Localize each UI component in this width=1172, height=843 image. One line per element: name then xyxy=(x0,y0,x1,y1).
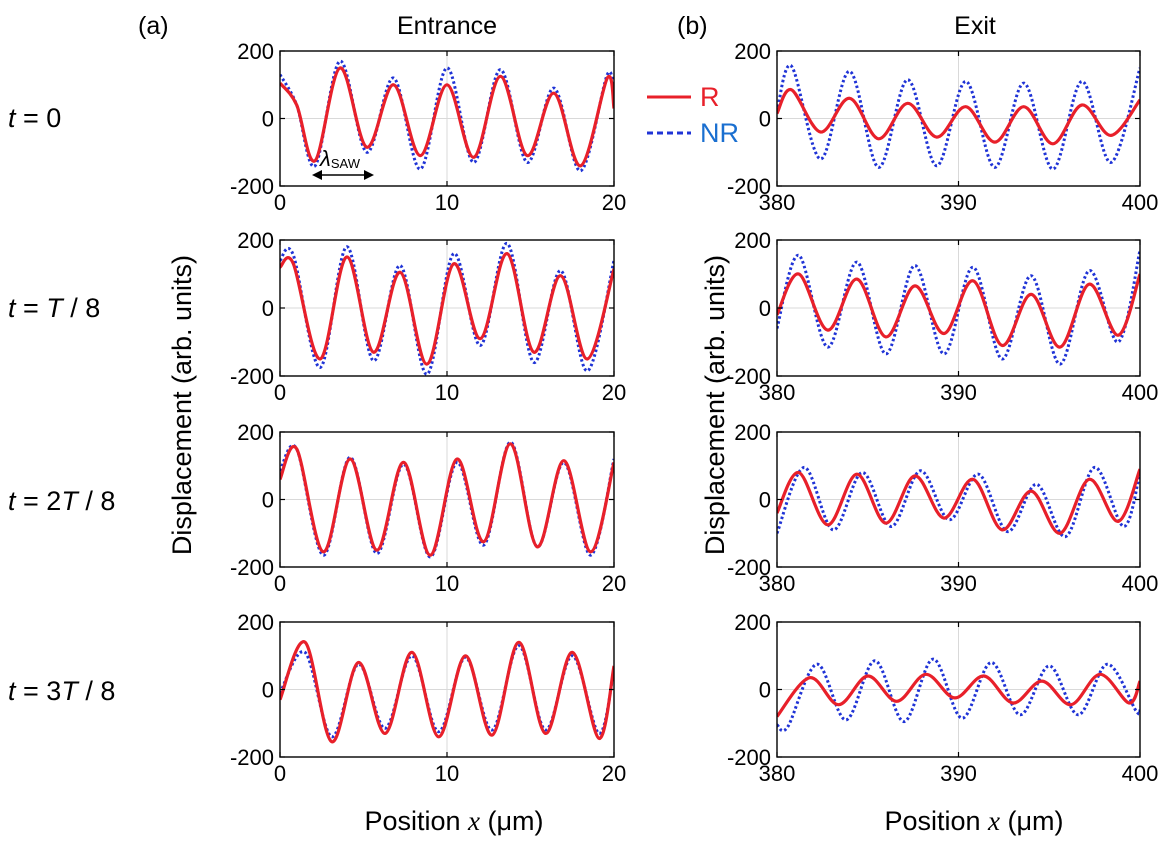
legend-label-NR: NR xyxy=(700,118,739,148)
panel-b-label: (b) xyxy=(677,12,708,40)
x-tick-label: 10 xyxy=(435,761,459,786)
y-tick-label: 200 xyxy=(237,420,274,445)
x-tick-label: 390 xyxy=(940,761,977,786)
x-tick-label: 10 xyxy=(435,380,459,405)
y-tick-label: -200 xyxy=(230,555,274,580)
wavelength-label: λSAW xyxy=(319,146,361,171)
y-tick-label: 0 xyxy=(262,678,274,703)
x-tick-label: 400 xyxy=(1122,761,1159,786)
series-nr-line xyxy=(777,63,1140,171)
y-axis-label-b: Displacement (arb. units) xyxy=(700,255,730,555)
row-labels: t = 0 t = T / 8 t = 2T / 8 t = 3T / 8 xyxy=(8,103,115,706)
series-r-line xyxy=(777,672,1140,718)
x-tick-label: 380 xyxy=(759,761,796,786)
wavelength-arrow-left-head xyxy=(312,170,322,180)
row-label-0: t = 0 xyxy=(8,103,61,133)
chart-b-0: 380 390 400 -200 0 200 xyxy=(727,39,1158,215)
legend-label-R: R xyxy=(700,82,720,112)
chart-b-3: 380 390 400 -200 0 200 xyxy=(727,610,1158,786)
chart-b-1: 380 390 400 -200 0 200 xyxy=(727,228,1158,405)
x-axis-label-b: Position x (μm) xyxy=(884,806,1063,836)
x-tick-label: 20 xyxy=(602,380,626,405)
row-label-3: t = 3T / 8 xyxy=(8,676,115,706)
y-tick-label: 0 xyxy=(262,488,274,513)
y-tick-label: 0 xyxy=(262,296,274,321)
x-tick-label: 380 xyxy=(759,190,796,215)
y-tick-label: 0 xyxy=(759,678,771,703)
x-tick-label: 390 xyxy=(940,571,977,596)
x-tick-label: 0 xyxy=(274,571,286,596)
y-tick-label: 200 xyxy=(734,39,771,64)
y-tick-label: 200 xyxy=(734,610,771,635)
x-tick-label: 390 xyxy=(940,380,977,405)
panel-a-label: (a) xyxy=(138,12,169,40)
chart-b-2: 380 390 400 -200 0 200 xyxy=(727,420,1158,596)
y-tick-label: -200 xyxy=(230,364,274,389)
row-label-1: t = T / 8 xyxy=(8,293,100,323)
column-a-title: Entrance xyxy=(397,12,497,40)
x-tick-label: 20 xyxy=(602,571,626,596)
x-tick-label: 10 xyxy=(435,571,459,596)
series-r-line xyxy=(280,442,614,557)
x-tick-label: 20 xyxy=(602,190,626,215)
y-tick-label: -200 xyxy=(727,555,771,580)
x-tick-label: 400 xyxy=(1122,571,1159,596)
row-label-2: t = 2T / 8 xyxy=(8,486,115,516)
series-r-line xyxy=(280,640,614,744)
x-tick-label: 0 xyxy=(274,761,286,786)
x-tick-label: 10 xyxy=(435,190,459,215)
series-r-line xyxy=(777,272,1140,349)
series-r-line xyxy=(777,468,1140,535)
y-tick-label: -200 xyxy=(727,364,771,389)
series-r-line xyxy=(280,66,614,168)
y-tick-label: -200 xyxy=(727,745,771,770)
x-tick-label: 380 xyxy=(759,571,796,596)
x-tick-label: 400 xyxy=(1122,190,1159,215)
wavelength-annotation: λSAW xyxy=(312,146,374,180)
x-axis-label-a: Position x (μm) xyxy=(364,806,543,836)
y-tick-label: 0 xyxy=(262,107,274,132)
y-tick-label: 200 xyxy=(237,228,274,253)
x-tick-label: 0 xyxy=(274,380,286,405)
series-nr-line xyxy=(777,657,1140,733)
x-tick-label: 0 xyxy=(274,190,286,215)
y-tick-label: 0 xyxy=(759,488,771,513)
y-tick-label: 0 xyxy=(759,107,771,132)
column-b-title: Exit xyxy=(954,12,996,40)
x-tick-label: 390 xyxy=(940,190,977,215)
y-tick-label: 0 xyxy=(759,296,771,321)
series-r-line xyxy=(280,251,614,366)
y-tick-label: -200 xyxy=(230,174,274,199)
x-tick-label: 400 xyxy=(1122,380,1159,405)
series-nr-line xyxy=(777,465,1140,539)
x-tick-label: 380 xyxy=(759,380,796,405)
series-nr-line xyxy=(777,249,1140,366)
y-axis-label-a: Displacement (arb. units) xyxy=(167,255,197,555)
legend: R NR xyxy=(647,82,739,148)
y-tick-label: 200 xyxy=(237,610,274,635)
y-tick-label: 200 xyxy=(734,420,771,445)
y-tick-label: 200 xyxy=(237,39,274,64)
series-r-line xyxy=(777,88,1140,146)
wavelength-arrow-right-head xyxy=(364,170,374,180)
y-tick-label: 200 xyxy=(734,228,771,253)
y-tick-label: -200 xyxy=(727,174,771,199)
y-tick-label: -200 xyxy=(230,745,274,770)
x-tick-label: 20 xyxy=(602,761,626,786)
